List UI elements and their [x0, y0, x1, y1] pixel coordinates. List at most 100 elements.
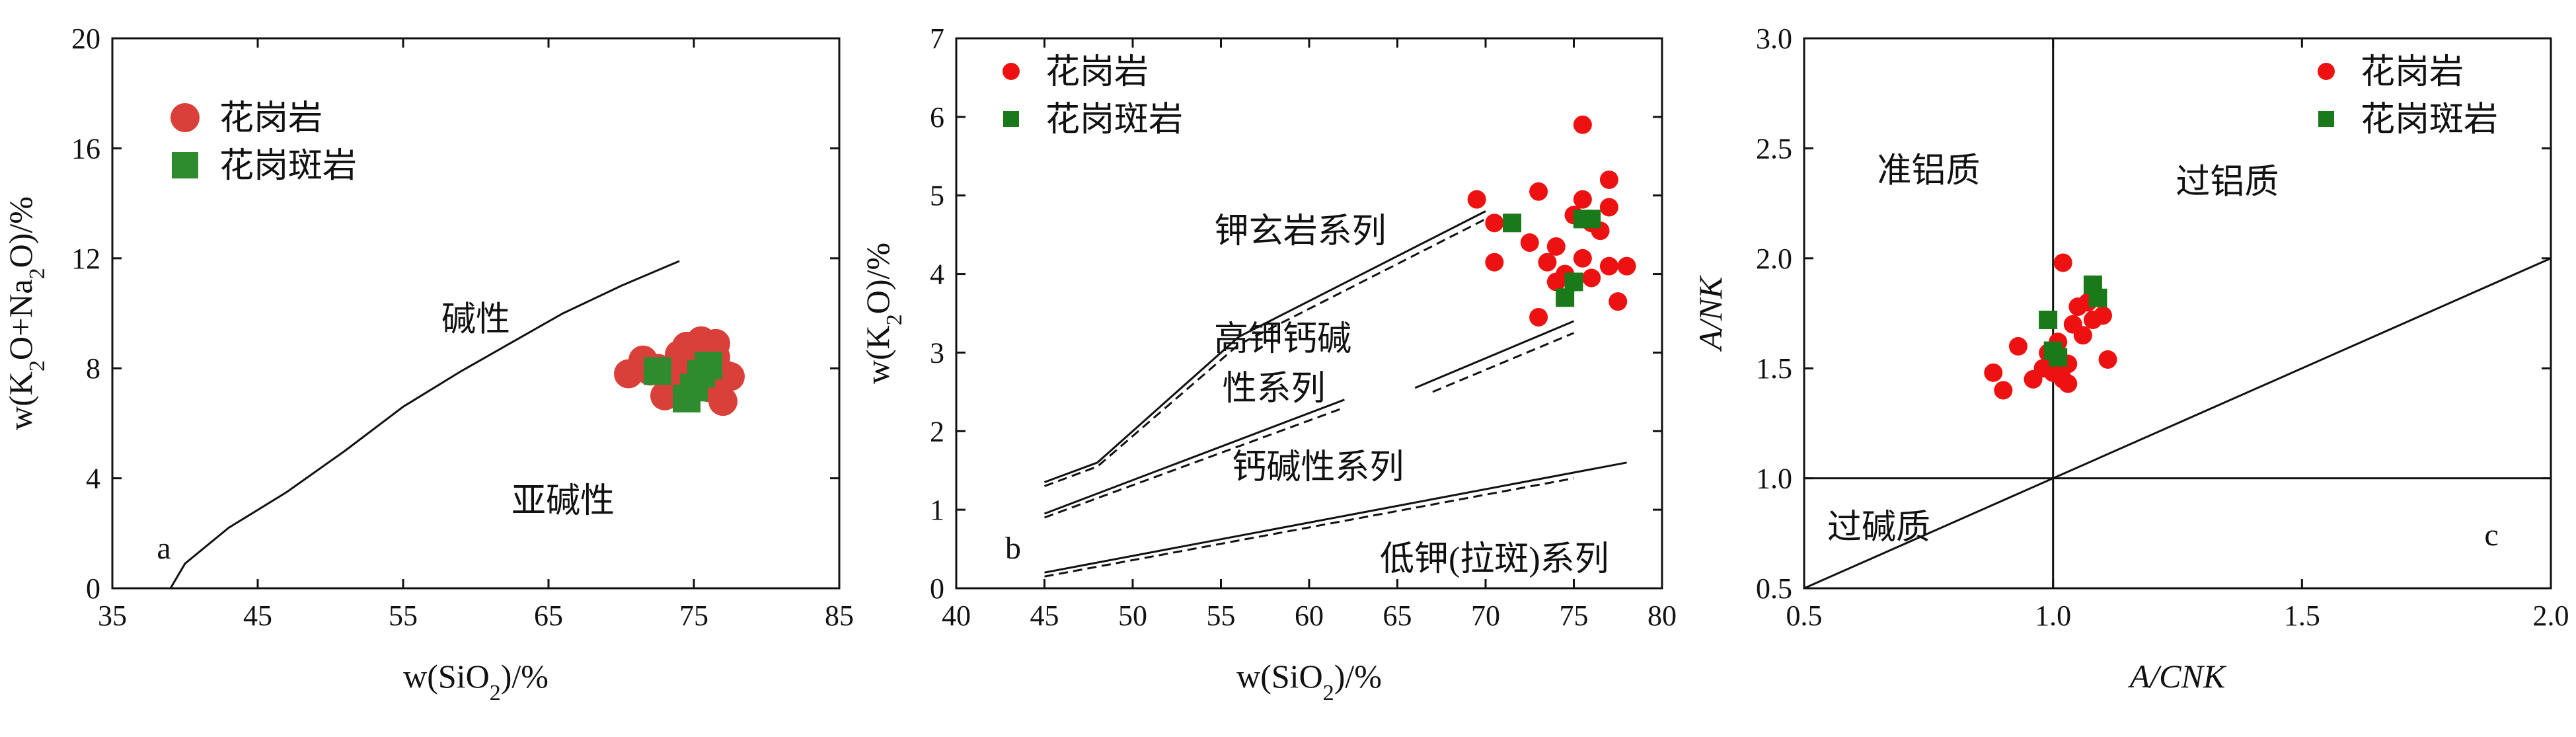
legend-marker-granite-porphyry	[1003, 111, 1019, 127]
y-tick-label: 5	[930, 180, 944, 212]
point-granite	[2043, 363, 2063, 382]
boundary-high-k-lower-solid	[1043, 399, 1345, 515]
point-granite-porphyry	[1503, 213, 1522, 233]
x-tick-label: 75	[679, 600, 708, 632]
point-granite-porphyry	[644, 357, 671, 385]
y-tick-label: 0.5	[1756, 572, 1792, 605]
y-tick-label: 0	[86, 572, 100, 605]
legend-label: 花岗岩	[1045, 54, 1149, 91]
point-granite	[1573, 115, 1592, 134]
y-tick-label: 1.5	[1756, 352, 1792, 385]
x-tick-label: 1.0	[2035, 600, 2071, 632]
y-tick-label: 6	[930, 101, 944, 134]
point-granite	[716, 362, 745, 391]
y-axis-title: w(K2O+Na2O)/%	[2, 196, 50, 430]
point-granite	[708, 387, 738, 416]
x-tick-label: 0.5	[1786, 600, 1823, 632]
point-granite	[1529, 307, 1548, 327]
y-tick-label: 2.5	[1756, 132, 1792, 165]
panel-b: 40 45 50 55 60 65 70 75 8001234567钾玄岩系列高钾钙碱性系列钙碱…	[859, 22, 1677, 705]
y-tick-label: 8	[86, 352, 100, 385]
legend-marker-granite	[170, 103, 200, 132]
y-tick-label: 16	[71, 132, 100, 165]
y-tick-label: 1	[930, 494, 944, 526]
region-label: 性系列	[1223, 370, 1326, 408]
boundary-shoshonite-upper-solid	[1043, 210, 1486, 483]
legend-label: 花岗斑岩	[219, 147, 357, 185]
region-label: 准铝质	[1877, 153, 1980, 190]
plot-frame	[1803, 37, 2552, 590]
legend-label: 花岗岩	[2361, 54, 2464, 91]
point-granite	[1520, 233, 1539, 252]
x-tick-label: 75	[1560, 600, 1589, 632]
legend-label: 花岗斑岩	[1045, 101, 1183, 139]
region-label: 过铝质	[2176, 163, 2279, 201]
y-axis-title: A/NK	[1692, 275, 1729, 352]
x-tick-label: 40	[942, 600, 971, 632]
region-label: 钙碱性系列	[1232, 449, 1404, 486]
x-tick-label: 35	[98, 600, 127, 632]
point-granite	[1617, 256, 1636, 276]
x-tick-label: 60	[1295, 600, 1324, 632]
y-tick-label: 2.0	[1756, 243, 1792, 275]
point-granite	[1529, 182, 1548, 201]
x-tick-label: 50	[1118, 600, 1147, 632]
point-granite	[701, 329, 730, 358]
y-tick-label: 7	[930, 22, 944, 55]
point-granite	[1599, 198, 1618, 217]
legend-label: 花岗岩	[219, 100, 322, 137]
x-tick-label: 70	[1471, 600, 1500, 632]
panel-letter: a	[157, 531, 170, 566]
point-granite	[1582, 268, 1601, 288]
x-axis-title: w(SiO2)/%	[403, 658, 549, 705]
x-tick-label: 80	[1648, 600, 1677, 632]
boundary-diagonal-line	[1803, 257, 2552, 590]
region-label: 过碱质	[1827, 509, 1930, 547]
y-tick-label: 3.0	[1756, 22, 1792, 55]
y-tick-label: 20	[71, 22, 100, 55]
panel-letter: b	[1005, 531, 1021, 566]
x-tick-label: 55	[389, 600, 418, 632]
y-tick-label: 4	[930, 258, 944, 291]
boundary-high-k-lower-dashed	[1043, 407, 1345, 519]
point-granite-porphyry	[1564, 272, 1583, 291]
point-granite	[1599, 170, 1618, 189]
legend-label: 花岗斑岩	[2361, 101, 2498, 139]
point-granite	[1609, 292, 1628, 311]
point-granite	[1538, 252, 1557, 272]
x-tick-label: 45	[1030, 600, 1059, 632]
y-axis-title: w(K2O)/%	[859, 243, 907, 384]
x-tick-label: 55	[1207, 600, 1236, 632]
point-granite	[1573, 249, 1592, 268]
point-granite-porphyry	[1556, 288, 1575, 307]
boundary-high-k-lower-solid-2	[1414, 320, 1575, 389]
point-granite	[2008, 336, 2027, 356]
point-granite	[1485, 213, 1504, 233]
point-granite	[2094, 306, 2112, 325]
x-tick-label: 65	[1383, 600, 1412, 632]
point-granite-porphyry	[1582, 210, 1601, 229]
y-tick-label: 4	[86, 463, 100, 495]
point-granite	[2098, 350, 2117, 369]
point-granite	[1984, 363, 2003, 382]
point-granite-porphyry	[2039, 310, 2058, 329]
region-label: 碱性	[441, 301, 510, 338]
point-granite	[1994, 381, 2013, 400]
boundary-shoshonite-upper-dashed	[1043, 218, 1486, 487]
point-granite-porphyry	[680, 373, 708, 402]
region-label: 低钾(拉斑)系列	[1380, 541, 1609, 578]
boundary-calc-alkaline-lower-dashed	[1044, 477, 1574, 578]
plot-frame	[111, 37, 841, 590]
panel-letter: c	[2484, 518, 2498, 553]
point-granite	[2073, 326, 2092, 345]
point-granite	[1599, 256, 1618, 276]
boundary-calc-alkaline-lower-solid	[1044, 461, 1627, 574]
x-tick-label: 1.5	[2284, 600, 2320, 632]
region-label: 高钾钙碱	[1214, 321, 1351, 358]
x-tick-label: 65	[534, 600, 563, 632]
x-tick-label: 85	[825, 600, 854, 632]
